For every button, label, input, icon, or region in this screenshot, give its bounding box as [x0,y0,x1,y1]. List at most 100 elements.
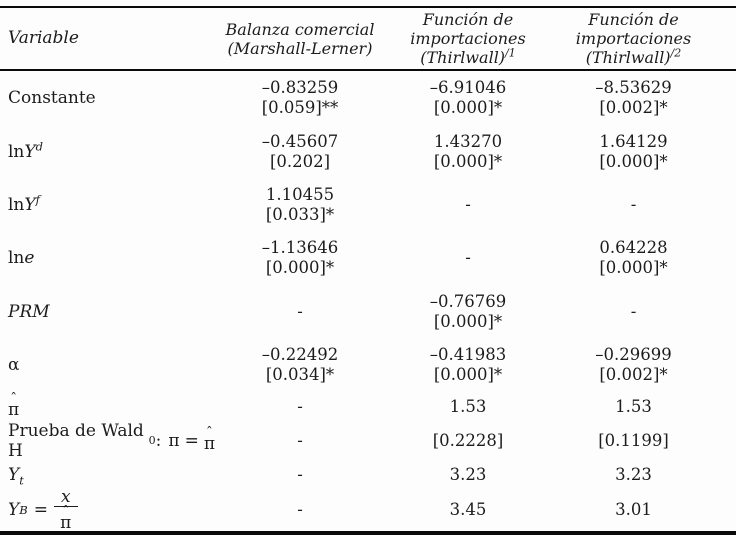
coefficient: –0.29699 [595,345,672,364]
variable-label: lnYd [8,138,43,162]
p-value: [0.000]* [433,365,503,384]
cell: –0.83259 [0.059]** [215,70,385,125]
table-header: Variable Balanza comercial (Marshall-Ler… [0,7,736,70]
cell: –0.22492 [0.034]* [215,338,385,392]
cell-empty: - [385,178,551,231]
table-row-alpha: α –0.22492 [0.034]* –0.41983 [0.000]* –0… [0,338,736,392]
value: 1.53 [615,396,652,416]
table-body: Constante –0.83259 [0.059]** –6.91046 [0… [0,70,736,533]
p-value: [0.000]* [433,151,503,171]
variable-label: PRM [8,301,50,322]
cell: –8.53629 [0.002]* [551,70,736,125]
header-row: Variable Balanza comercial (Marshall-Ler… [0,7,736,70]
p-value: [0.000]* [433,311,503,331]
cell: 1.10455 [0.033]* [215,178,385,231]
coefficient: 1.64129 [599,131,668,151]
coefficient: –0.22492 [261,345,339,364]
model-footnote-marker: /1 [505,46,516,60]
value: 3.23 [449,464,487,484]
value: 3.23 [615,464,652,484]
variable-label: Yt [8,464,24,487]
table-row-yb: Y B = x ˆ π - 3.45 3.01 [0,488,736,533]
cell: 1.53 [385,392,551,421]
cell: [0.2228] [385,421,551,461]
coefficient: 1.43270 [433,131,503,151]
cell: –1.13646 [0.000]* [215,231,385,285]
dash: - [297,301,303,321]
cell-empty: - [551,285,736,338]
table-row-yt: Yt - 3.23 3.23 [0,461,736,488]
coefficient: –1.13646 [261,238,339,257]
yb-formula: Y B = x ˆ π [8,488,78,531]
p-value: [0.000]* [265,258,335,277]
p-value: [0.1199] [598,431,669,450]
coefficient: –8.53629 [595,78,672,97]
dash: - [297,499,303,519]
value: 3.01 [615,499,652,519]
table-row-wald-test: Prueba de Wald H 0: π = ˆ π - [0.2228] [0.119… [0,421,736,461]
p-value: [0.002]* [599,98,668,117]
dash: - [630,301,637,321]
cell: 3.01 [551,488,736,533]
p-value: [0.000]* [599,151,668,171]
p-value: [0.059]** [261,98,339,117]
p-value: [0.033]* [265,204,335,224]
p-value: [0.000]* [433,98,503,117]
cell: 1.53 [551,392,736,421]
dash: - [297,464,303,484]
variable-label: lne [8,248,35,268]
p-value: [0.002]* [599,365,668,384]
p-value: [0.000]* [599,258,668,277]
variable-label: α [8,355,20,375]
wald-test-label: Prueba de Wald H 0: π = ˆ π [8,421,215,461]
cell: 3.23 [385,461,551,488]
table-row-ln-yd: lnYd –0.45607 [0.202] 1.43270 [0.000]* 1… [0,125,736,178]
regression-results-table: Variable Balanza comercial (Marshall-Ler… [0,6,736,535]
table-row-prm: PRM - –0.76769 [0.000]* - [0,285,736,338]
p-value: [0.2228] [432,431,504,450]
variable-label: Prueba de Wald H 0: π = ˆ π [0,421,215,461]
coefficient: 1.10455 [265,184,335,204]
cell: –0.45607 [0.202] [215,125,385,178]
cell: 1.64129 [0.000]* [551,125,736,178]
table-row-ln-e: lne –1.13646 [0.000]* - 0.64228 [0.000]* [0,231,736,285]
col-header-variable: Variable [8,28,79,48]
coefficient: –0.76769 [429,291,507,311]
col-header-balanza-comercial: Balanza comercial (Marshall-Lerner) [225,19,375,58]
cell-empty: - [215,392,385,421]
dash: - [630,194,637,214]
cell-empty: - [385,231,551,285]
p-value: [0.034]* [265,365,335,384]
cell: –6.91046 [0.000]* [385,70,551,125]
variable-label: Constante [8,88,96,108]
cell: –0.76769 [0.000]* [385,285,551,338]
coefficient: 0.64228 [599,238,668,257]
cell-empty: - [215,488,385,533]
cell: –0.29699 [0.002]* [551,338,736,392]
variable-label: Y B = x ˆ π [0,488,215,533]
dash: - [465,248,471,267]
variable-label: lnYf [8,191,40,215]
col-header-funcion-importaciones-2: Función de importaciones (Thirlwall)/2 [575,10,692,67]
table-row-ln-yf: lnYf 1.10455 [0.033]* - - [0,178,736,231]
cell-empty: - [551,178,736,231]
cell-empty: - [215,421,385,461]
value: 3.45 [449,499,487,519]
dash: - [297,431,303,450]
p-value: [0.202] [269,151,331,171]
coefficient: –0.83259 [261,78,339,97]
table-row-constante: Constante –0.83259 [0.059]** –6.91046 [0… [0,70,736,125]
coefficient: –6.91046 [429,78,507,97]
cell: 1.43270 [0.000]* [385,125,551,178]
cell: 0.64228 [0.000]* [551,231,736,285]
cell: [0.1199] [551,421,736,461]
coefficient: –0.45607 [261,131,339,151]
col-header-funcion-importaciones-1: Función de importaciones (Thirlwall)/1 [410,10,526,67]
coefficient: –0.41983 [429,345,507,364]
